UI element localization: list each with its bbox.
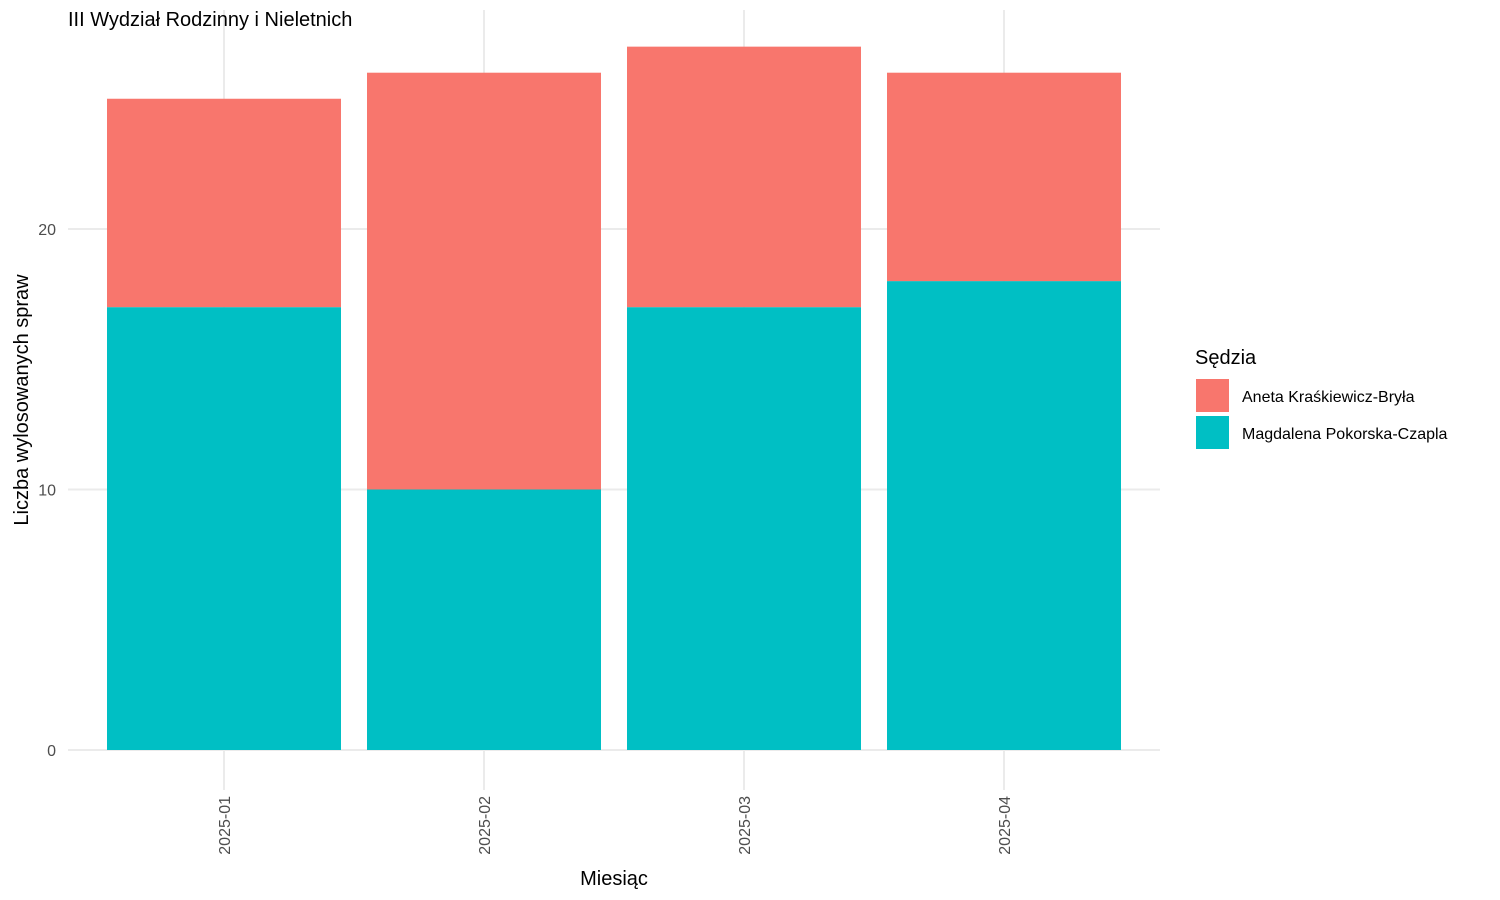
chart-title: III Wydział Rodzinny i Nieletnich bbox=[68, 9, 352, 31]
legend: Sędzia Aneta Kraśkiewicz-Bryła Magdalena … bbox=[1195, 347, 1448, 449]
x-tick-label: 2025-04 bbox=[997, 796, 1014, 855]
bars bbox=[107, 46, 1121, 750]
legend-label: Aneta Kraśkiewicz-Bryła bbox=[1242, 389, 1415, 406]
bar-segment bbox=[887, 72, 1121, 282]
legend-label: Magdalena Pokorska-Czapla bbox=[1242, 426, 1448, 443]
x-axis-ticks: 2025-01 2025-02 2025-03 2025-04 bbox=[217, 796, 1014, 855]
x-tick-label: 2025-01 bbox=[217, 796, 234, 855]
bar-segment bbox=[887, 281, 1121, 750]
legend-key bbox=[1196, 379, 1229, 412]
bar-segment bbox=[627, 307, 861, 750]
legend-title: Sędzia bbox=[1195, 347, 1257, 369]
y-tick-label: 0 bbox=[47, 743, 56, 760]
y-axis-ticks: 0 10 20 bbox=[38, 222, 56, 760]
bar-segment bbox=[627, 46, 861, 308]
x-tick-label: 2025-03 bbox=[737, 796, 754, 855]
legend-items: Aneta Kraśkiewicz-Bryła Magdalena Pokorsk… bbox=[1196, 379, 1448, 449]
bar-segment bbox=[107, 307, 341, 750]
y-tick-label: 10 bbox=[38, 483, 56, 500]
x-axis-title: Miesiąc bbox=[580, 868, 648, 890]
legend-key bbox=[1196, 416, 1229, 449]
bar-segment bbox=[367, 72, 601, 490]
y-axis-title: Liczba wylosowanych spraw bbox=[11, 274, 33, 526]
bar-segment bbox=[107, 98, 341, 308]
bar-segment bbox=[367, 489, 601, 750]
y-tick-label: 20 bbox=[38, 222, 56, 239]
x-tick-label: 2025-02 bbox=[477, 796, 494, 855]
